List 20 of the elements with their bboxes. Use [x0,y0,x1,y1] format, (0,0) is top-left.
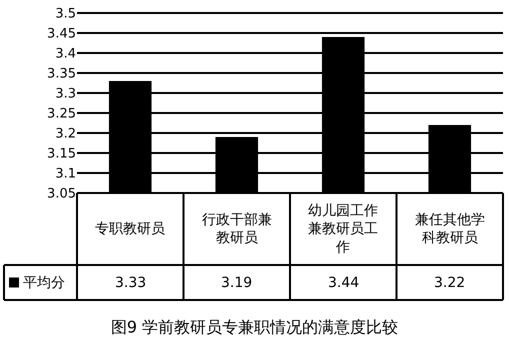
y-tick-label: 3.4 [55,46,76,62]
x-tick-label: 行政干部兼教研员 [202,212,272,246]
y-tick-label: 3.2 [55,126,76,142]
text: 图9 学前教研员专兼职情况的满意度比较 [110,318,398,337]
data-label: 3.44 [328,275,360,291]
x-tick-label: 专职教研员 [95,221,165,237]
y-tick-label: 3.25 [47,106,76,122]
y-tick-label: 3.05 [47,186,76,202]
y-tick-label: 3.35 [47,66,76,82]
y-tick-label: 3.5 [55,6,76,22]
legend-label: 平均分 [23,275,65,291]
y-tick-label: 3.45 [47,26,76,42]
y-tick-label: 3.15 [47,146,76,162]
data-label: 3.19 [221,275,252,291]
x-tick-label: 幼儿园工作兼教研员工作 [308,203,378,256]
y-tick-label: 3.1 [55,166,76,182]
x-tick-label: 兼任其他学科教研员 [415,212,485,246]
data-label: 3.22 [434,275,466,291]
data-label: 3.33 [115,275,146,291]
y-tick-label: 3.3 [55,86,76,102]
